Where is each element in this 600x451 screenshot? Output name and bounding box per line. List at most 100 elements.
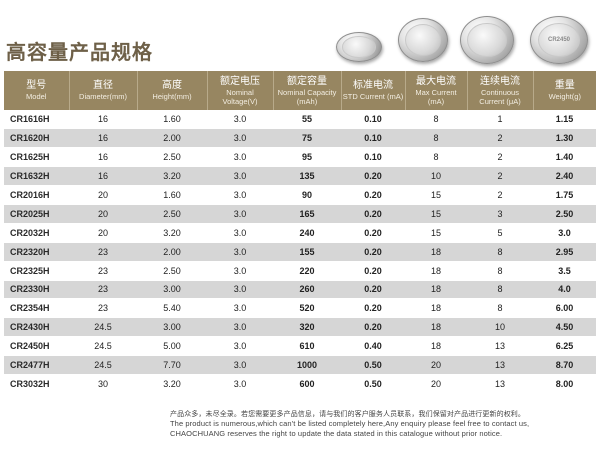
table-cell: 1.15 xyxy=(533,110,596,130)
table-row: CR2025H 20 2.50 3.0 165 0.20 15 3 2.50 xyxy=(4,204,596,224)
table-cell: 16 xyxy=(69,128,137,149)
model-cell: CR2320H xyxy=(4,242,69,262)
table-cell: 3.0 xyxy=(207,242,273,262)
table-cell: 8 xyxy=(467,280,533,300)
table-row: CR2320H 23 2.00 3.0 155 0.20 18 8 2.95 xyxy=(4,242,596,262)
table-cell: 23 xyxy=(69,242,137,262)
table-cell: 20 xyxy=(69,204,137,224)
table-cell: 1.60 xyxy=(137,185,207,205)
table-cell: 24.5 xyxy=(69,317,137,338)
table-cell: 13 xyxy=(467,374,533,394)
model-cell: CR1625H xyxy=(4,147,69,168)
table-row: CR2450H 24.5 5.00 3.0 610 0.40 18 13 6.25 xyxy=(4,336,596,357)
table-cell: 2.40 xyxy=(533,166,596,187)
model-cell: CR2450H xyxy=(4,336,69,357)
table-cell: 1000 xyxy=(273,355,341,375)
column-header-zh: 连续电流 xyxy=(480,75,520,87)
column-header-en: Diameter(mm) xyxy=(79,92,127,101)
column-header: 标准电流 STD Current (mA) xyxy=(341,71,406,110)
column-header-zh: 最大电流 xyxy=(416,75,456,87)
model-cell: CR2325H xyxy=(4,261,69,281)
coin-cell-image xyxy=(460,16,514,64)
table-cell: 320 xyxy=(273,317,341,338)
table-cell: 0.50 xyxy=(341,374,405,394)
table-cell: 3.0 xyxy=(207,223,273,243)
coin-cell-image xyxy=(336,32,382,62)
table-cell: 20 xyxy=(69,223,137,243)
table-cell: 3.0 xyxy=(207,374,273,394)
model-cell: CR2330H xyxy=(4,280,69,300)
table-cell: 2 xyxy=(467,147,533,168)
model-cell: CR3032H xyxy=(4,374,69,394)
table-cell: 3.0 xyxy=(207,185,273,205)
table-cell: 1 xyxy=(467,110,533,130)
table-cell: 8.70 xyxy=(533,355,596,375)
column-header: 高度 Height(mm) xyxy=(137,71,208,110)
table-cell: 8 xyxy=(405,110,467,130)
table-cell: 3.0 xyxy=(207,317,273,338)
column-header-zh: 型号 xyxy=(26,80,47,91)
column-header-zh: 重量 xyxy=(554,80,575,91)
table-cell: 4.0 xyxy=(533,280,596,300)
column-header-en: Height(mm) xyxy=(152,92,192,101)
table-cell: 0.20 xyxy=(341,185,405,205)
table-cell: 8 xyxy=(467,298,533,319)
model-cell: CR1620H xyxy=(4,128,69,149)
table-cell: 6.00 xyxy=(533,298,596,319)
model-cell: CR2477H xyxy=(4,355,69,375)
model-cell: CR1632H xyxy=(4,166,69,187)
table-cell: 2.50 xyxy=(137,204,207,224)
table-cell: 20 xyxy=(405,374,467,394)
table-row: CR3032H 30 3.20 3.0 600 0.50 20 13 8.00 xyxy=(4,374,596,394)
table-cell: 0.10 xyxy=(341,147,405,168)
table-cell: 15 xyxy=(405,204,467,224)
table-cell: 2.95 xyxy=(533,242,596,262)
table-cell: 3.0 xyxy=(207,298,273,319)
table-cell: 3.0 xyxy=(207,280,273,300)
table-cell: 6.25 xyxy=(533,336,596,357)
column-header-en: Nominal Capacity (mAh) xyxy=(277,87,337,106)
table-cell: 0.20 xyxy=(341,317,405,338)
table-cell: 0.20 xyxy=(341,204,405,224)
table-cell: 0.10 xyxy=(341,110,405,130)
table-cell: 3 xyxy=(467,204,533,224)
table-cell: 8 xyxy=(405,147,467,168)
table-cell: 1.30 xyxy=(533,128,596,149)
table-cell: 3.0 xyxy=(207,110,273,130)
column-header: 最大电流 Max Current (mA) xyxy=(405,71,468,110)
coin-cell-image: CR2450 xyxy=(530,16,588,64)
table-cell: 3.0 xyxy=(207,204,273,224)
table-cell: 0.20 xyxy=(341,166,405,187)
table-cell: 8 xyxy=(405,128,467,149)
table-cell: 520 xyxy=(273,298,341,319)
table-body: CR1616H 16 1.60 3.0 55 0.10 8 1 1.15 CR1620H 16 2.0… xyxy=(4,110,596,394)
column-header: 型号 Model xyxy=(4,71,70,110)
table-cell: 3.0 xyxy=(207,355,273,375)
footer-zh: 产品众多，未尽全录。若您需要更多产品信息，请与我们的客户服务人员联系，我们保留对… xyxy=(170,410,525,418)
table-cell: 0.20 xyxy=(341,223,405,243)
column-header-en: Continuous Current (μA) xyxy=(479,87,521,106)
column-header-en: Max Current (mA) xyxy=(415,87,457,106)
table-cell: 2 xyxy=(467,166,533,187)
footer-notes: 产品众多，未尽全录。若您需要更多产品信息，请与我们的客户服务人员联系，我们保留对… xyxy=(170,409,596,439)
coin-cell-image xyxy=(398,18,448,62)
model-cell: CR2430H xyxy=(4,317,69,338)
table-cell: 15 xyxy=(405,223,467,243)
battery-photos: CR2450 xyxy=(326,12,596,66)
table-cell: 3.0 xyxy=(207,147,273,168)
table-cell: 2.50 xyxy=(137,147,207,168)
page-title: 高容量产品规格 xyxy=(6,40,153,64)
table-cell: 18 xyxy=(405,280,467,300)
column-header: 重量 Weight(g) xyxy=(533,71,596,110)
header-area: 高容量产品规格 CR2450 xyxy=(0,0,600,70)
table-cell: 3.20 xyxy=(137,374,207,394)
table-cell: 75 xyxy=(273,128,341,149)
table-cell: 10 xyxy=(405,166,467,187)
table-cell: 0.40 xyxy=(341,336,405,357)
table-cell: 15 xyxy=(405,185,467,205)
table-row: CR1616H 16 1.60 3.0 55 0.10 8 1 1.15 xyxy=(4,110,596,130)
table-cell: 18 xyxy=(405,261,467,281)
table-cell: 3.0 xyxy=(207,128,273,149)
column-header-en: STD Current (mA) xyxy=(342,92,404,101)
table-cell: 16 xyxy=(69,147,137,168)
